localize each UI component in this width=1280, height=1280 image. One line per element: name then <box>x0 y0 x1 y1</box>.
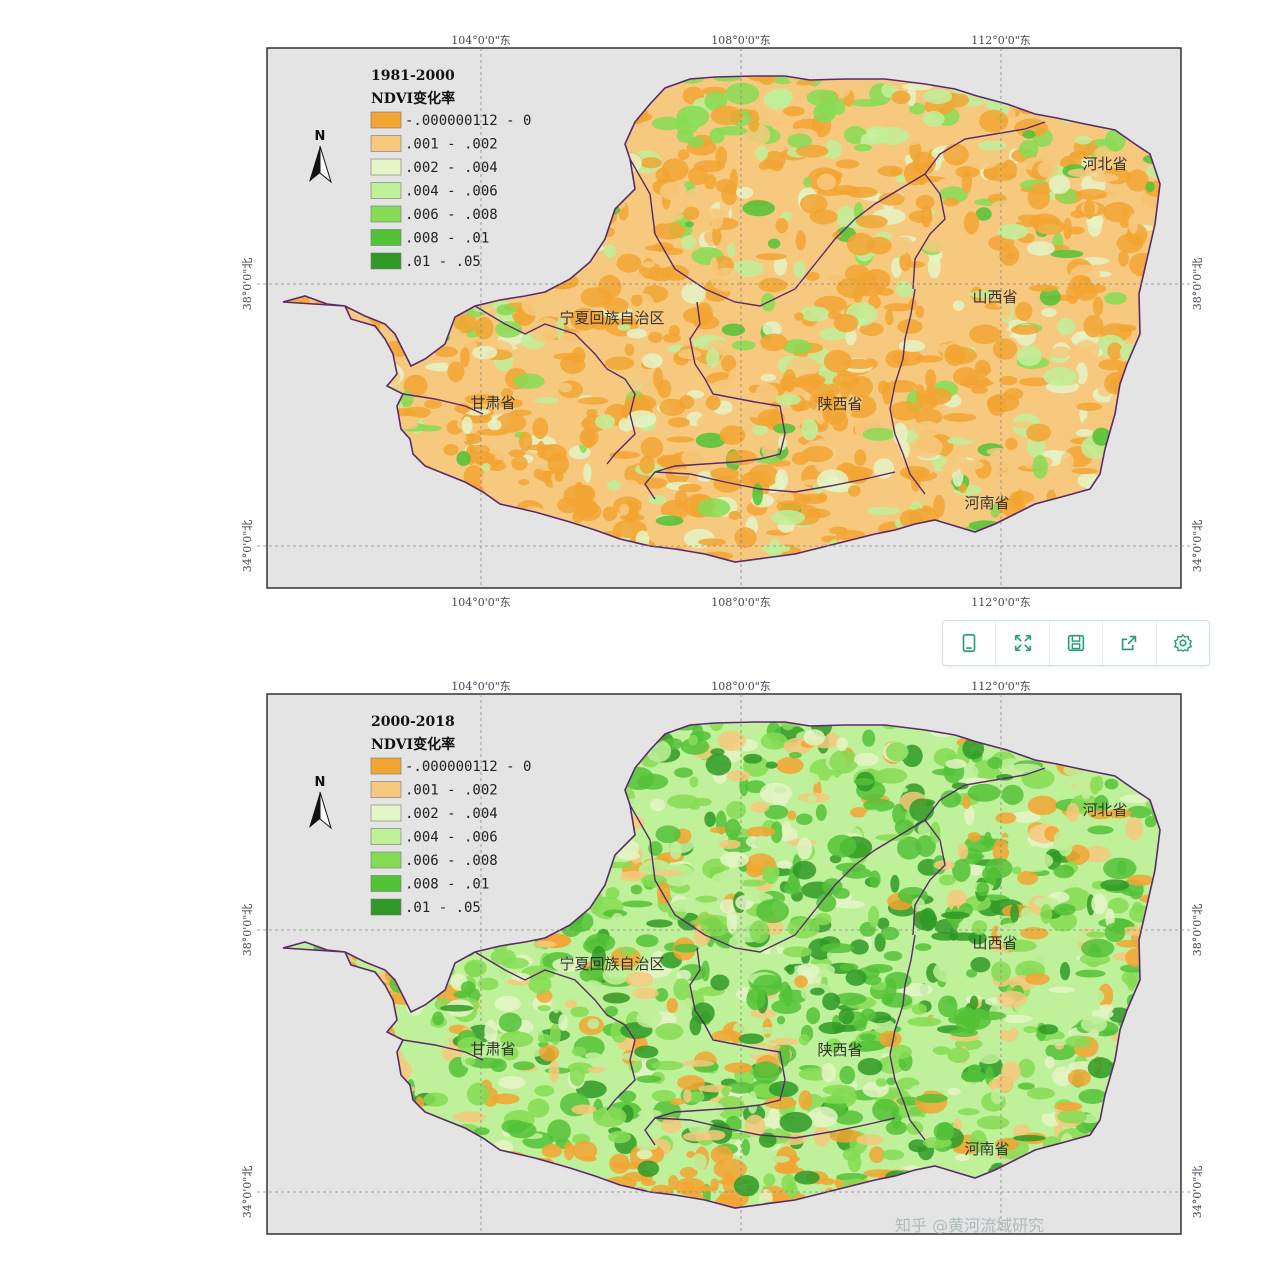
longitude-label-top: 104°0'0"东 <box>451 680 511 693</box>
province-label: 甘肃省 <box>470 1040 515 1058</box>
legend-swatch <box>370 875 402 892</box>
province-boundary <box>644 947 786 1146</box>
legend-label: .006 - .008 <box>405 207 498 223</box>
province-boundary <box>402 393 484 415</box>
province-boundary <box>654 471 896 493</box>
region-outline <box>282 75 1161 563</box>
save-icon <box>1067 634 1085 652</box>
legend: 1981-2000 NDVI变化率 -.000000112 - 0 .001 - .0… <box>370 68 531 270</box>
latitude-label-left: 38°0'0"北 <box>241 258 254 311</box>
province-label: 宁夏回族自治区 <box>559 955 664 973</box>
province-label: 宁夏回族自治区 <box>559 309 664 327</box>
legend-title: NDVI变化率 <box>371 90 455 107</box>
legend-label: .001 - .002 <box>405 137 498 153</box>
legend-swatch <box>370 229 402 246</box>
ndvi-map-2000-2018: 104°0'0"东 108°0'0"东 112°0'0"东 38°0'0"北 38°0'… <box>241 680 1204 1235</box>
legend-swatch <box>370 158 402 176</box>
province-boundary <box>402 1039 484 1061</box>
legend-swatch <box>370 135 402 152</box>
longitude-label-top: 104°0'0"东 <box>451 34 511 47</box>
province-boundary <box>474 951 636 1111</box>
province-boundary <box>474 305 636 465</box>
province-label: 陕西省 <box>817 395 862 413</box>
legend-swatch <box>370 804 402 822</box>
province-label: 河南省 <box>964 1140 1009 1158</box>
legend-label: -.000000112 - 0 <box>405 113 531 129</box>
legend-swatch <box>370 182 402 199</box>
legend-period: 1981-2000 <box>371 68 455 84</box>
longitude-label-top: 108°0'0"东 <box>711 680 771 693</box>
legend-label: .008 - .01 <box>405 231 489 247</box>
save-button[interactable] <box>1050 621 1104 665</box>
province-boundary <box>644 301 786 500</box>
province-boundary <box>629 121 1046 307</box>
svg-text:N: N <box>315 129 326 144</box>
watermark: 知乎 @黄河流域研究 <box>895 1216 1045 1235</box>
north-arrow-icon: N <box>309 775 332 830</box>
legend-label: .008 - .01 <box>405 877 489 893</box>
legend-swatch <box>370 828 402 845</box>
province-label: 甘肃省 <box>470 394 515 412</box>
province-label: 河北省 <box>1082 801 1127 819</box>
latitude-label-right: 38°0'0"北 <box>1191 258 1204 311</box>
province-label: 山西省 <box>972 934 1017 952</box>
province-label: 河南省 <box>964 494 1009 512</box>
fullscreen-icon <box>1014 634 1031 652</box>
province-label: 陕西省 <box>817 1041 862 1059</box>
share-icon <box>1122 635 1137 651</box>
province-boundary <box>654 1117 896 1139</box>
legend-label: .002 - .004 <box>405 160 498 176</box>
map-panel-2000-2018: 104°0'0"东 108°0'0"东 112°0'0"东 38°0'0"北 38°0'… <box>235 680 1215 1280</box>
region-outline <box>282 721 1161 1209</box>
legend-label: -.000000112 - 0 <box>405 759 531 775</box>
legend-label: .01 - .05 <box>405 254 481 270</box>
latitude-label-left: 34°0'0"北 <box>241 1166 254 1219</box>
province-boundary <box>629 767 1046 953</box>
image-toolbar <box>942 620 1210 666</box>
fullscreen-button[interactable] <box>996 621 1050 665</box>
province-boundary <box>889 288 926 495</box>
longitude-label-top: 112°0'0"东 <box>971 680 1031 693</box>
legend-swatch <box>370 252 402 270</box>
legend-swatch <box>370 205 402 223</box>
legend-label: .001 - .002 <box>405 783 498 799</box>
longitude-label-top: 112°0'0"东 <box>971 34 1031 47</box>
latitude-label-left: 38°0'0"北 <box>241 904 254 957</box>
longitude-label-bottom: 104°0'0"东 <box>451 596 511 609</box>
latitude-label-left: 34°0'0"北 <box>241 520 254 573</box>
map-panel-1981-2000: 104°0'0"东 108°0'0"东 112°0'0"东 104°0'0"东 108°… <box>235 34 1215 634</box>
svg-text:N: N <box>315 775 326 790</box>
tablet-icon <box>962 633 976 653</box>
province-label: 河北省 <box>1082 155 1127 173</box>
latitude-label-right: 38°0'0"北 <box>1191 904 1204 957</box>
tablet-view-button[interactable] <box>943 621 997 665</box>
legend-period: 2000-2018 <box>371 714 455 730</box>
ndvi-map-1981-2000: 104°0'0"东 108°0'0"东 112°0'0"东 104°0'0"东 108°… <box>241 34 1204 609</box>
legend-label: .006 - .008 <box>405 853 498 869</box>
legend-label: .004 - .006 <box>405 184 498 200</box>
settings-button[interactable] <box>1157 621 1209 665</box>
longitude-label-bottom: 112°0'0"东 <box>971 596 1031 609</box>
share-button[interactable] <box>1103 621 1157 665</box>
settings-icon <box>1173 633 1193 653</box>
longitude-label-bottom: 108°0'0"东 <box>711 596 771 609</box>
legend-label: .01 - .05 <box>405 900 481 916</box>
province-label: 山西省 <box>972 288 1017 306</box>
legend-label: .002 - .004 <box>405 806 498 822</box>
legend-swatch <box>370 111 402 129</box>
longitude-label-top: 108°0'0"东 <box>711 34 771 47</box>
latitude-label-right: 34°0'0"北 <box>1191 520 1204 573</box>
latitude-label-right: 34°0'0"北 <box>1191 1166 1204 1219</box>
legend-label: .004 - .006 <box>405 830 498 846</box>
legend: 2000-2018 NDVI变化率 -.000000112 - 0 .001 - .0… <box>370 714 531 916</box>
north-arrow-icon: N <box>309 129 332 184</box>
legend-swatch <box>370 757 402 775</box>
province-boundary <box>889 934 926 1141</box>
legend-title: NDVI变化率 <box>371 736 455 753</box>
province-boundary <box>912 173 946 290</box>
province-boundary <box>912 819 946 936</box>
legend-swatch <box>370 898 402 916</box>
legend-swatch <box>370 851 402 869</box>
legend-swatch <box>370 781 402 798</box>
